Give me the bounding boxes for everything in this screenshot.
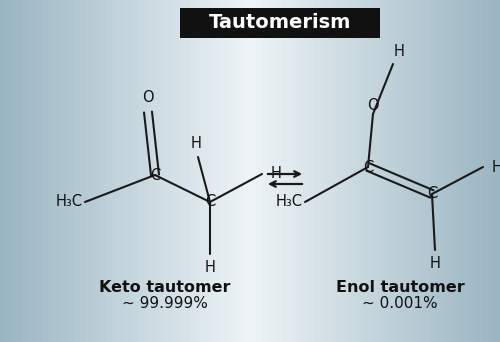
Text: O: O <box>142 91 154 105</box>
Text: ~ 99.999%: ~ 99.999% <box>122 297 208 312</box>
Text: C: C <box>427 186 437 201</box>
Text: C: C <box>150 168 160 183</box>
Text: H: H <box>270 167 281 182</box>
Text: ~ 0.001%: ~ 0.001% <box>362 297 438 312</box>
FancyBboxPatch shape <box>180 8 380 38</box>
Text: Keto tautomer: Keto tautomer <box>99 279 231 294</box>
Text: H: H <box>204 261 216 276</box>
Text: H₃C: H₃C <box>56 195 83 210</box>
Text: H: H <box>394 43 404 58</box>
Text: C: C <box>205 195 215 210</box>
Text: H: H <box>190 135 202 150</box>
Text: O: O <box>367 98 379 114</box>
Text: H: H <box>492 159 500 174</box>
Text: Enol tautomer: Enol tautomer <box>336 279 464 294</box>
Text: C: C <box>363 159 373 174</box>
Text: Tautomerism: Tautomerism <box>209 13 351 32</box>
Text: H: H <box>430 256 440 272</box>
Text: H₃C: H₃C <box>276 195 303 210</box>
